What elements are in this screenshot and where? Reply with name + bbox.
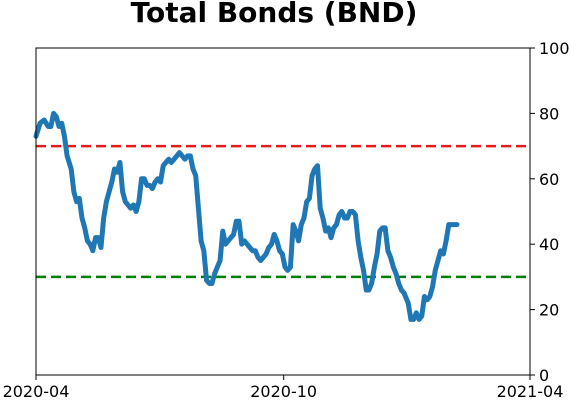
x-tick-label: 2020-04 — [3, 382, 70, 401]
y-tick-label: 0 — [539, 366, 549, 385]
y-tick-label: 60 — [539, 170, 559, 189]
x-axis: 2020-04 2020-10 2021-04 — [3, 375, 564, 401]
plot-frame — [35, 47, 531, 376]
y-tick-label: 100 — [539, 39, 570, 58]
x-tick-label: 2020-10 — [250, 382, 317, 401]
chart-title: Total Bonds (BND) — [131, 0, 418, 29]
series-layer — [33, 110, 460, 322]
y-axis: 0 20 40 60 80 100 — [530, 39, 570, 385]
series-line — [33, 110, 460, 322]
x-tick-label: 2021-04 — [497, 382, 564, 401]
y-tick-label: 80 — [539, 104, 559, 123]
y-tick-label: 40 — [539, 235, 559, 254]
y-tick-label: 20 — [539, 301, 559, 320]
reference-lines — [36, 144, 530, 279]
